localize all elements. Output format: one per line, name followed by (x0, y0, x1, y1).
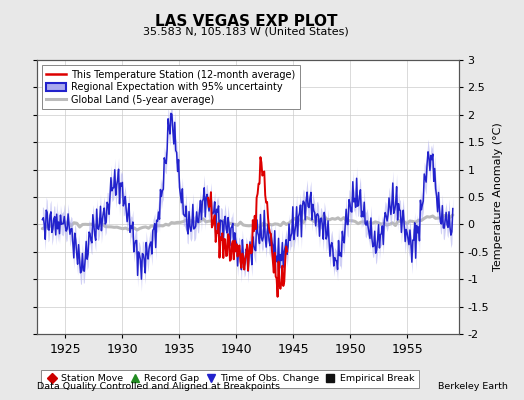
Text: LAS VEGAS EXP PLOT: LAS VEGAS EXP PLOT (155, 14, 337, 29)
Y-axis label: Temperature Anomaly (°C): Temperature Anomaly (°C) (493, 123, 504, 271)
Text: 35.583 N, 105.183 W (United States): 35.583 N, 105.183 W (United States) (144, 26, 349, 36)
Text: Data Quality Controlled and Aligned at Breakpoints: Data Quality Controlled and Aligned at B… (37, 382, 280, 391)
Text: Berkeley Earth: Berkeley Earth (439, 382, 508, 391)
Legend: Station Move, Record Gap, Time of Obs. Change, Empirical Break: Station Move, Record Gap, Time of Obs. C… (41, 370, 419, 388)
